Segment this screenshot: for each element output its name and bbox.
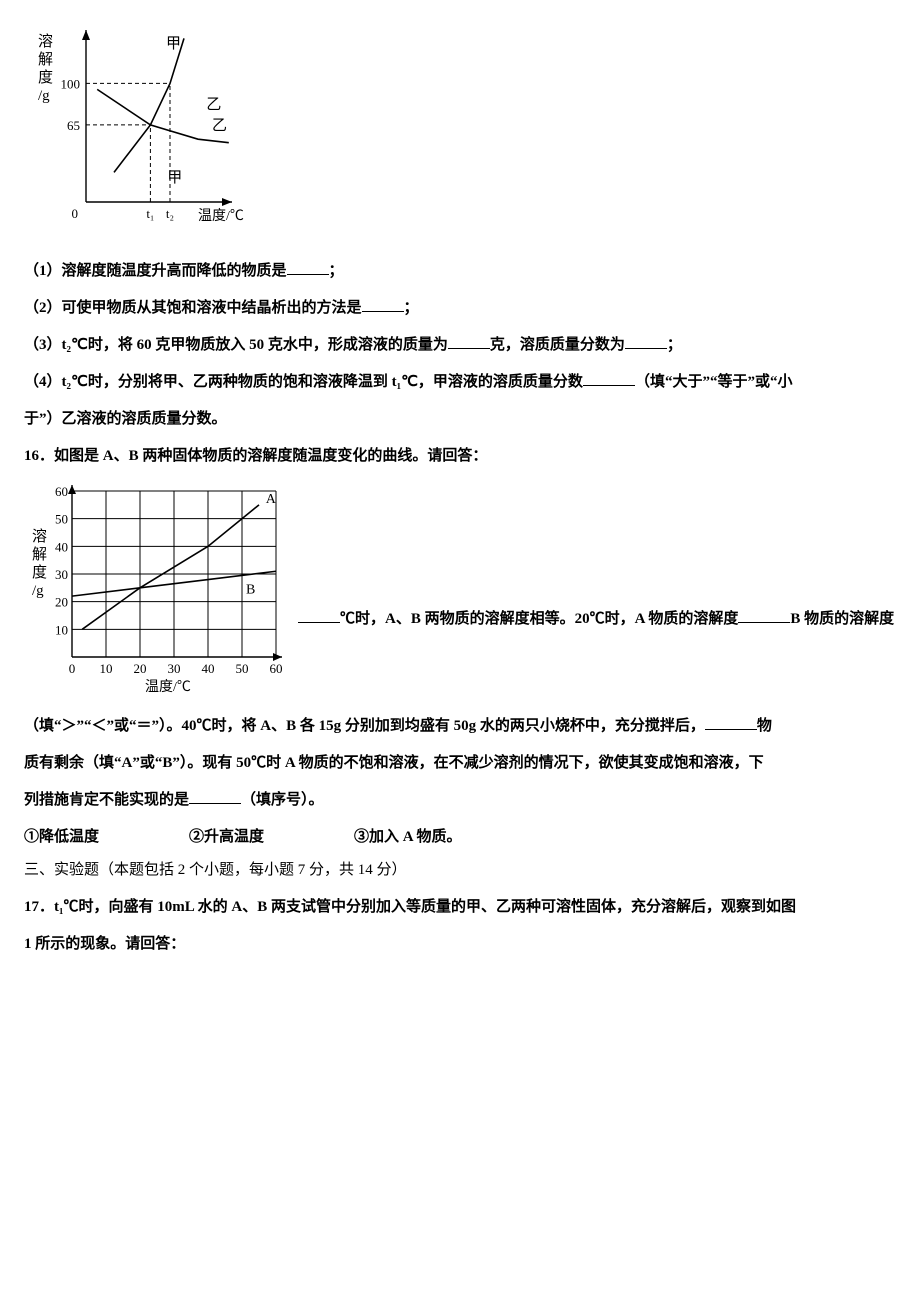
q16-p4: 列措施肯定不能实现的是 （填序号）。: [24, 784, 896, 817]
svg-text:20: 20: [55, 595, 68, 610]
svg-text:10: 10: [100, 661, 113, 676]
svg-text:甲: 甲: [166, 36, 181, 52]
q1-l4b: （填“大于”“等于”或“小: [635, 374, 793, 390]
q1-l3a: （3）t₂℃时，将 60 克甲物质放入 50 克水中，形成溶液的质量为: [24, 337, 448, 353]
q1-blank-1: [287, 259, 329, 275]
q16-options: ①降低温度 ②升高温度 ③加入 A 物质。: [24, 821, 896, 854]
q16-intro: 16．如图是 A、B 两种固体物质的溶解度随温度变化的曲线。请回答：: [24, 440, 896, 473]
svg-text:/g: /g: [38, 88, 50, 104]
q1-l1-text: （1）溶解度随温度升高而降低的物质是: [24, 263, 287, 279]
q16-p4a: 列措施肯定不能实现的是: [24, 792, 189, 808]
q16-chart-row: 溶解度/g 10 20 30 40 50 60 0 10 20 30 40 50 60 温度/℃ A B ℃时，…: [24, 477, 896, 710]
q16-p3a: 质有剩余（填“A”或“B”）。现有 50℃时 A 物质的不饱和溶液，在不减少溶剂…: [24, 755, 764, 771]
svg-text:解: 解: [32, 546, 47, 563]
q1-l3-tail: ；: [667, 337, 682, 353]
svg-text:20: 20: [134, 661, 147, 676]
svg-text:65: 65: [67, 118, 80, 133]
chart1-svg: 溶解度/g100650t₁t₂温度/℃甲乙甲乙: [24, 22, 244, 232]
q1-line4c: 于”）乙溶液的溶质质量分数。: [24, 403, 896, 436]
svg-text:甲: 甲: [167, 170, 182, 186]
svg-text:10: 10: [55, 622, 68, 637]
q1-l4a: （4）t₂℃时，分别将甲、乙两种物质的饱和溶液降温到 t₁℃，甲溶液的溶质质量分…: [24, 374, 583, 390]
q1-line2: （2）可使甲物质从其饱和溶液中结晶析出的方法是 ；: [24, 292, 896, 325]
q1-l3b: 克，溶质质量分数为: [490, 337, 625, 353]
q16-p2: （填“＞”“＜”或“＝”）。40℃时，将 A、B 各 15g 分别加到均盛有 5…: [24, 710, 896, 743]
q16-p2b: 物: [757, 718, 772, 734]
q16-opt-2: ②升高温度: [189, 821, 264, 854]
solubility-chart-2: 溶解度/g 10 20 30 40 50 60 0 10 20 30 40 50 60 温度/℃ A B: [24, 477, 292, 710]
svg-text:溶: 溶: [38, 33, 53, 50]
svg-text:40: 40: [202, 661, 215, 676]
q16-p4b: （填序号）。: [241, 792, 324, 808]
svg-text:t₂: t₂: [166, 206, 174, 221]
q16-right-a: ℃时，A、B 两物质的溶解度相等。20℃时，A 物质的溶解度: [340, 611, 738, 627]
svg-text:50: 50: [55, 512, 68, 527]
svg-text:30: 30: [55, 567, 68, 582]
q16-blank-compare: [738, 607, 790, 623]
svg-text:t₁: t₁: [146, 206, 154, 221]
svg-text:度: 度: [38, 69, 53, 86]
q16-right-text: ℃时，A、B 两物质的溶解度相等。20℃时，A 物质的溶解度 B 物质的溶解度: [292, 603, 896, 710]
q1-blank-4: [583, 370, 635, 386]
svg-text:60: 60: [55, 484, 68, 499]
chart2-svg: 溶解度/g 10 20 30 40 50 60 0 10 20 30 40 50 60 温度/℃ A B: [24, 477, 292, 697]
svg-text:60: 60: [270, 661, 283, 676]
q17-line2: 1 所示的现象。请回答：: [24, 928, 896, 961]
svg-text:溶: 溶: [32, 528, 47, 545]
q1-line4: （4）t₂℃时，分别将甲、乙两种物质的饱和溶液降温到 t₁℃，甲溶液的溶质质量分…: [24, 366, 896, 399]
svg-text:B: B: [246, 583, 255, 598]
svg-text:0: 0: [72, 206, 79, 221]
svg-text:温度/℃: 温度/℃: [145, 679, 191, 695]
svg-text:温度/℃: 温度/℃: [198, 208, 244, 224]
q1-line3: （3）t₂℃时，将 60 克甲物质放入 50 克水中，形成溶液的质量为 克，溶质质…: [24, 329, 896, 362]
section3-heading: 三、实验题（本题包括 2 个小题，每小题 7 分，共 14 分）: [24, 854, 896, 887]
q1-l4c: 于”）乙溶液的溶质质量分数。: [24, 411, 227, 427]
q16-blank-opt: [189, 788, 241, 804]
solubility-chart-1: 溶解度/g100650t₁t₂温度/℃甲乙甲乙: [24, 22, 896, 245]
svg-text:40: 40: [55, 539, 68, 554]
svg-text:100: 100: [61, 76, 81, 91]
svg-text:度: 度: [32, 564, 47, 581]
q16-right-b: B 物质的溶解度: [790, 611, 894, 627]
q16-p2a: （填“＞”“＜”或“＝”）。40℃时，将 A、B 各 15g 分别加到均盛有 5…: [24, 718, 705, 734]
q1-l1-tail: ；: [329, 263, 344, 279]
q16-blank-remain: [705, 714, 757, 730]
svg-text:乙: 乙: [212, 118, 227, 134]
q1-blank-3b: [625, 333, 667, 349]
svg-text:0: 0: [69, 661, 76, 676]
q16-p3: 质有剩余（填“A”或“B”）。现有 50℃时 A 物质的不饱和溶液，在不减少溶剂…: [24, 747, 896, 780]
q16-blank-temp: [298, 607, 340, 623]
svg-text:解: 解: [38, 51, 53, 68]
q1-l2-tail: ；: [404, 300, 419, 316]
q16-opt-1: ①降低温度: [24, 821, 99, 854]
svg-text:/g: /g: [32, 583, 44, 599]
q1-blank-2: [362, 296, 404, 312]
q16-opt-3: ③加入 A 物质。: [354, 821, 462, 854]
svg-text:30: 30: [168, 661, 181, 676]
q17-line1: 17．t₁℃时，向盛有 10mL 水的 A、B 两支试管中分别加入等质量的甲、乙…: [24, 891, 896, 924]
q1-l2-text: （2）可使甲物质从其饱和溶液中结晶析出的方法是: [24, 300, 362, 316]
svg-text:50: 50: [236, 661, 249, 676]
svg-text:A: A: [266, 492, 277, 507]
svg-text:乙: 乙: [206, 97, 221, 113]
q1-blank-3a: [448, 333, 490, 349]
q1-line1: （1）溶解度随温度升高而降低的物质是 ；: [24, 255, 896, 288]
